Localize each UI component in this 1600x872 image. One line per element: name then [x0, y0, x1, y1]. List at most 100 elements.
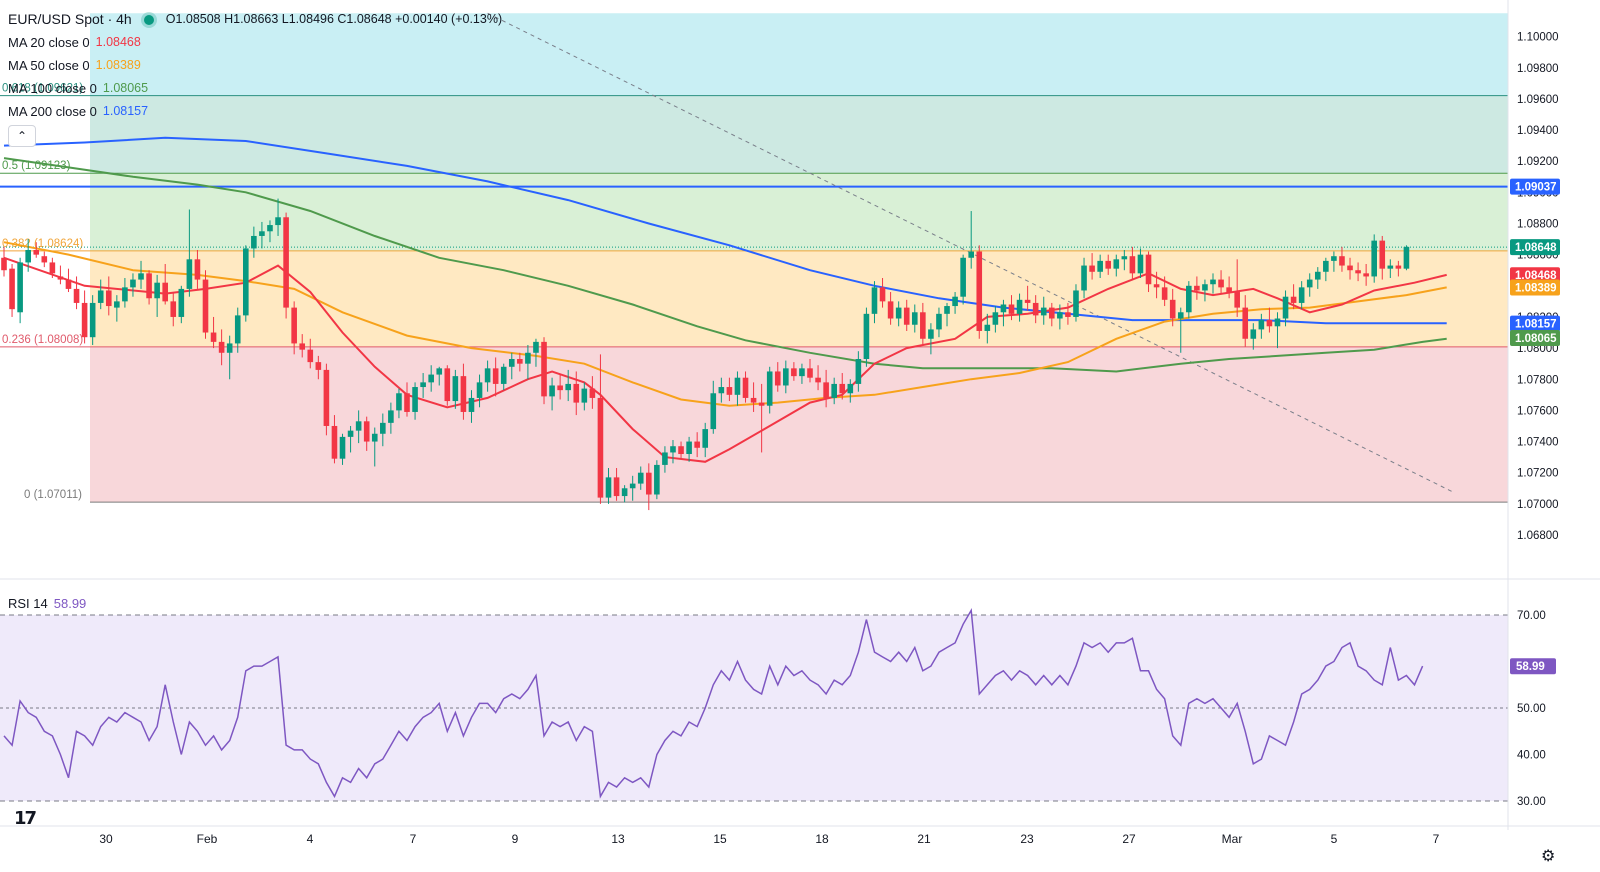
fib-label: 0.236 (1.08008) — [2, 334, 83, 346]
chevron-up-icon: ⌃ — [16, 129, 28, 143]
candle-body — [186, 259, 193, 289]
rsi-tick-label: 40.00 — [1517, 750, 1546, 762]
candle-body — [1290, 296, 1297, 303]
candle-body — [162, 282, 168, 302]
candle-body — [1032, 302, 1039, 316]
candle-body — [291, 307, 297, 344]
ma50-line — [3, 241, 1447, 407]
candle-body — [952, 296, 958, 307]
candle-body — [412, 387, 418, 412]
price-tick-label: 1.09800 — [1517, 63, 1559, 75]
candle-body — [17, 262, 23, 313]
price-tag-bg — [1510, 267, 1560, 284]
price-tag-bg — [1510, 279, 1560, 296]
candle-body — [428, 374, 434, 383]
price-tag-bg — [1510, 329, 1560, 346]
candle-body — [654, 464, 660, 495]
candle-body — [138, 273, 144, 280]
candle-body — [251, 235, 257, 249]
candle-body — [678, 446, 684, 455]
ma100-legend[interactable]: MA 100 close 0 1.08065 — [8, 77, 502, 100]
candle-body — [154, 282, 160, 299]
gear-icon[interactable]: ⚙ — [1541, 848, 1556, 865]
candle-body — [766, 371, 773, 406]
candle-body — [871, 287, 878, 314]
candle-body — [1194, 285, 1200, 291]
ma200-label: MA 200 close 0 — [8, 104, 97, 119]
price-tag: 1.09037 — [1510, 178, 1560, 195]
ma200-line — [3, 136, 1447, 325]
candle-body — [936, 313, 942, 330]
candle-body — [1049, 307, 1055, 319]
time-tick-label: 30 — [99, 832, 113, 846]
candle-body — [202, 279, 209, 333]
rsi-line — [3, 608, 1424, 799]
candle-body — [855, 359, 862, 384]
candle-body — [831, 383, 837, 398]
candle-body — [637, 472, 644, 484]
ma50-value: 1.08389 — [95, 58, 141, 72]
rsi-tag-bg — [1510, 658, 1556, 675]
candle-body — [371, 433, 378, 442]
candle-body — [65, 279, 72, 289]
candle-body — [887, 301, 894, 319]
candle-body — [1218, 279, 1224, 288]
candle-body — [275, 217, 281, 226]
price-tick-label: 1.07000 — [1517, 499, 1559, 511]
candle-body — [1113, 259, 1120, 269]
candle-body — [1331, 256, 1337, 261]
candle-body — [742, 377, 749, 398]
candle-body — [347, 430, 354, 437]
ma50-legend[interactable]: MA 50 close 0 1.08389 — [8, 54, 502, 77]
rsi-legend[interactable]: RSI 14 58.99 — [8, 596, 86, 611]
price-tick-label: 1.06800 — [1517, 530, 1559, 542]
ma200-value: 1.08157 — [102, 104, 149, 118]
time-tick-label: 18 — [815, 832, 829, 846]
tradingview-logo-icon[interactable]: 17 — [14, 808, 37, 829]
symbol-header: EUR/USD Spot · 4h O1.08508 H1.08663 L1.0… — [8, 8, 502, 31]
candle-body — [97, 290, 104, 303]
candle-body — [920, 312, 926, 339]
candle-body — [105, 290, 112, 307]
candle-body — [911, 312, 918, 325]
candle-body — [968, 251, 974, 258]
rsi-tag-label: 58.99 — [1516, 661, 1545, 673]
candle-body — [613, 477, 620, 497]
candle-body — [210, 332, 217, 342]
candle-body — [976, 251, 983, 331]
candle-body — [847, 383, 854, 394]
rsi-tick-label: 50.00 — [1517, 703, 1546, 715]
price-tag-label: 1.08157 — [1515, 319, 1557, 331]
ma200-legend[interactable]: MA 200 close 0 1.08157 — [8, 100, 502, 123]
candle-body — [1282, 296, 1289, 319]
time-tick-label: Feb — [197, 832, 218, 846]
price-tag-label: 1.09037 — [1515, 182, 1557, 194]
ma20-legend[interactable]: MA 20 close 0 1.08468 — [8, 31, 502, 54]
candle-body — [178, 288, 185, 317]
price-tick-label: 1.07200 — [1517, 468, 1559, 480]
candle-body — [597, 397, 604, 498]
candle-body — [315, 362, 322, 370]
candle-body — [605, 477, 612, 498]
candle-body — [243, 248, 249, 316]
candle-body — [1250, 329, 1257, 339]
candle-body — [130, 279, 136, 288]
price-tick-label: 1.08800 — [1517, 219, 1559, 231]
time-tick-label: 21 — [917, 832, 931, 846]
candle-body — [726, 387, 733, 395]
candle-body — [500, 366, 507, 384]
candle-body — [839, 383, 846, 394]
candle-body — [234, 315, 241, 344]
symbol-title[interactable]: EUR/USD Spot · 4h — [8, 11, 132, 27]
candle-body — [452, 376, 459, 402]
price-tag-bg — [1510, 239, 1560, 256]
ohlc-readout: O1.08508 H1.08663 L1.08496 C1.08648 +0.0… — [165, 12, 503, 26]
candle-body — [944, 306, 950, 314]
candle-body — [984, 324, 991, 331]
candle-body — [33, 249, 40, 255]
price-tag-label: 1.08648 — [1515, 242, 1557, 254]
candle-body — [267, 225, 273, 232]
collapse-legend-button[interactable]: ⌃ — [8, 125, 36, 147]
candle-body — [1387, 265, 1394, 269]
